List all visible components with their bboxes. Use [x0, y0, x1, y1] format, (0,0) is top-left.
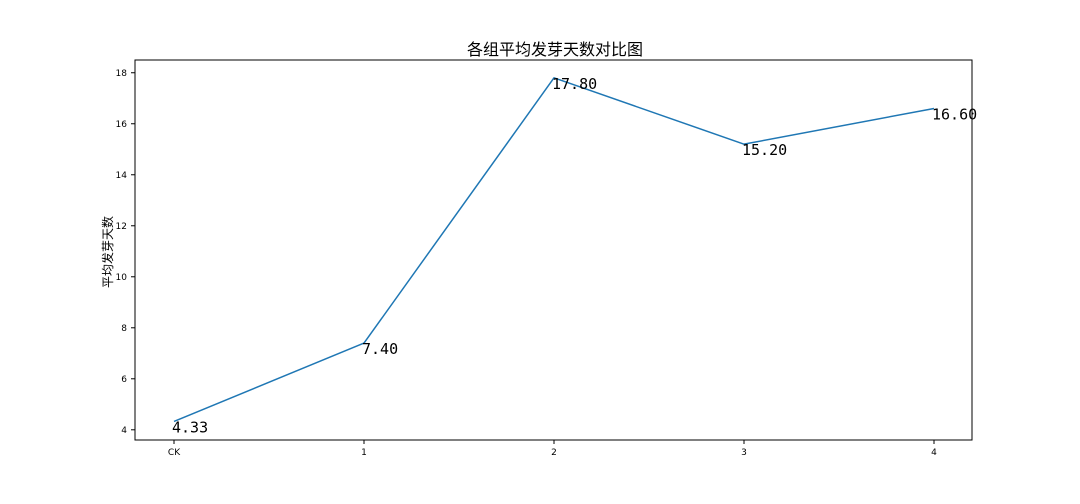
- y-tick-label: 8: [121, 324, 127, 334]
- series-line: [173, 77, 935, 423]
- data-label: 7.40: [362, 340, 398, 358]
- data-label: 15.20: [742, 141, 787, 159]
- x-tick-label: 4: [931, 448, 937, 458]
- data-label: 4.33: [172, 418, 208, 436]
- y-axis-ticks: 4 6 8 10 12 14 16 18: [116, 69, 135, 436]
- y-tick-label: 12: [116, 222, 127, 232]
- y-axis-title: 平均发芽天数: [100, 216, 115, 288]
- data-label: 17.80: [552, 75, 597, 93]
- series-group: [173, 77, 935, 423]
- x-tick-label: 3: [741, 448, 747, 458]
- y-tick-label: 4: [121, 426, 127, 436]
- x-axis-ticks: CK 1 2 3 4: [168, 440, 937, 458]
- x-tick-label: CK: [168, 448, 181, 458]
- y-tick-label: 6: [121, 375, 127, 385]
- y-tick-label: 14: [116, 171, 128, 181]
- x-tick-label: 2: [551, 448, 557, 458]
- plot-frame: [134, 59, 973, 441]
- chart-title: 各组平均发芽天数对比图: [467, 40, 643, 59]
- data-label: 16.60: [932, 105, 977, 123]
- y-tick-label: 16: [116, 120, 128, 130]
- y-tick-label: 18: [116, 69, 128, 79]
- y-tick-label: 10: [116, 273, 128, 283]
- x-tick-label: 1: [361, 448, 367, 458]
- data-labels-group: 4.33 7.40 17.80 15.20 16.60: [172, 75, 977, 437]
